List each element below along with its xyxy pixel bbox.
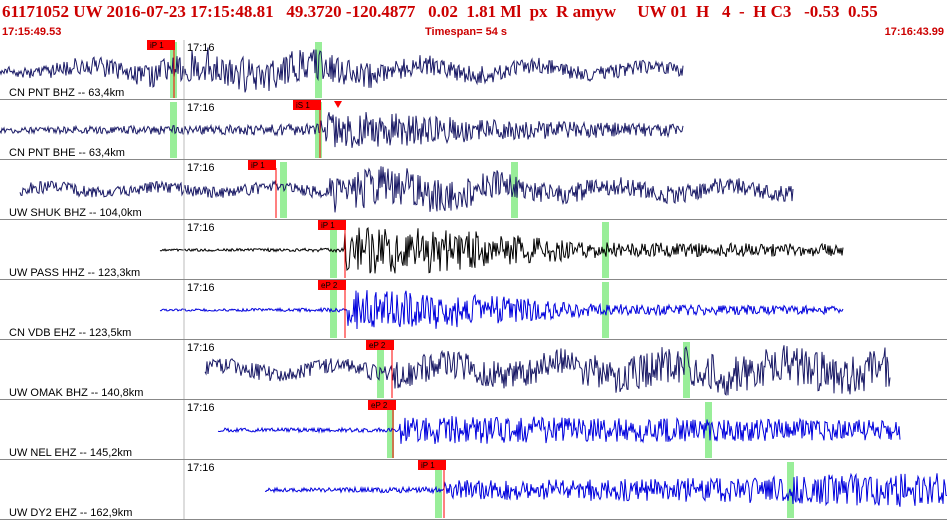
pick-label: iP 1 <box>321 221 335 230</box>
theoretical-phase-marker[interactable] <box>683 342 690 398</box>
pick-flag[interactable] <box>368 400 396 410</box>
time-label: 17:16 <box>187 42 215 54</box>
trace-panel[interactable]: iP 1 17:16 CN PNT BHZ -- 63,4km <box>0 40 947 100</box>
waveform-trace[interactable] <box>0 47 684 93</box>
pick-flag[interactable] <box>318 220 346 230</box>
arrival-triangle-icon <box>334 101 342 108</box>
waveform-trace[interactable] <box>204 345 891 396</box>
pick-flag[interactable] <box>418 460 446 470</box>
theoretical-phase-marker[interactable] <box>170 102 177 158</box>
seismogram-panels[interactable]: iP 1 17:16 CN PNT BHZ -- 63,4km iS 1 17:16 CN… <box>0 40 947 520</box>
trace-panel[interactable]: eP 2 17:16 UW OMAK BHZ -- 140,8km <box>0 340 947 400</box>
pick-flag[interactable] <box>248 160 276 170</box>
theoretical-phase-marker[interactable] <box>705 402 712 458</box>
pick-label: iP 1 <box>251 161 265 170</box>
trace-panel[interactable]: eP 2 17:16 CN VDB EHZ -- 123,5km <box>0 280 947 340</box>
pick-label: eP 2 <box>371 401 388 410</box>
trace-panel[interactable]: iS 1 17:16 CN PNT BHE -- 63,4km <box>0 100 947 160</box>
pick-label: eP 2 <box>369 341 386 350</box>
trace-panel[interactable]: eP 2 17:16 UW NEL EHZ -- 145,2km <box>0 400 947 460</box>
theoretical-phase-marker[interactable] <box>387 402 394 458</box>
time-label: 17:16 <box>187 162 215 174</box>
time-label: 17:16 <box>187 342 215 354</box>
event-summary-line: 61171052 UW 2016-07-23 17:15:48.81 49.37… <box>2 2 878 21</box>
time-bar: 17:15:49.53 Timespan= 54 s 17:16:43.99 <box>0 26 947 39</box>
trace-panel[interactable]: iP 1 17:16 UW PASS HHZ -- 123,3km <box>0 220 947 280</box>
pick-flag[interactable] <box>293 100 321 110</box>
station-label: CN PNT BHZ -- 63,4km <box>9 87 124 99</box>
time-label: 17:16 <box>187 402 215 414</box>
station-label: UW SHUK BHZ -- 104,0km <box>9 207 142 219</box>
time-label: 17:16 <box>187 462 215 474</box>
station-label: UW OMAK BHZ -- 140,8km <box>9 387 143 399</box>
station-label: UW NEL EHZ -- 145,2km <box>9 447 132 459</box>
waveform-trace[interactable] <box>217 415 901 444</box>
pick-label: eP 2 <box>321 281 338 290</box>
waveform-trace[interactable] <box>159 290 844 330</box>
window-end-time: 17:16:43.99 <box>884 26 944 38</box>
theoretical-phase-marker[interactable] <box>377 342 384 398</box>
waveform-trace[interactable] <box>264 472 947 507</box>
waveform-trace[interactable] <box>0 112 684 148</box>
window-start-time: 17:15:49.53 <box>2 26 62 38</box>
pick-flag[interactable] <box>318 280 346 290</box>
station-label: CN PNT BHE -- 63,4km <box>9 147 125 159</box>
pick-flag[interactable] <box>366 340 394 350</box>
event-header: 61171052 UW 2016-07-23 17:15:48.81 49.37… <box>0 0 947 40</box>
pick-label: iP 1 <box>150 41 164 50</box>
waveform-trace[interactable] <box>19 166 794 213</box>
theoretical-phase-marker[interactable] <box>602 282 609 338</box>
time-label: 17:16 <box>187 282 215 294</box>
timespan-label: Timespan= 54 s <box>425 26 508 38</box>
trace-panel[interactable]: iP 1 17:16 UW DY2 EHZ -- 162,9km <box>0 460 947 520</box>
pick-flag[interactable] <box>147 40 175 50</box>
theoretical-phase-marker[interactable] <box>602 222 609 278</box>
station-label: UW PASS HHZ -- 123,3km <box>9 267 140 279</box>
trace-panel[interactable]: iP 1 17:16 UW SHUK BHZ -- 104,0km <box>0 160 947 220</box>
time-label: 17:16 <box>187 102 215 114</box>
pick-label: iP 1 <box>421 461 435 470</box>
pick-label: iS 1 <box>296 101 310 110</box>
station-label: CN VDB EHZ -- 123,5km <box>9 327 131 339</box>
time-label: 17:16 <box>187 222 215 234</box>
theoretical-phase-marker[interactable] <box>330 282 337 338</box>
waveform-trace[interactable] <box>159 227 844 274</box>
station-label: UW DY2 EHZ -- 162,9km <box>9 507 132 519</box>
